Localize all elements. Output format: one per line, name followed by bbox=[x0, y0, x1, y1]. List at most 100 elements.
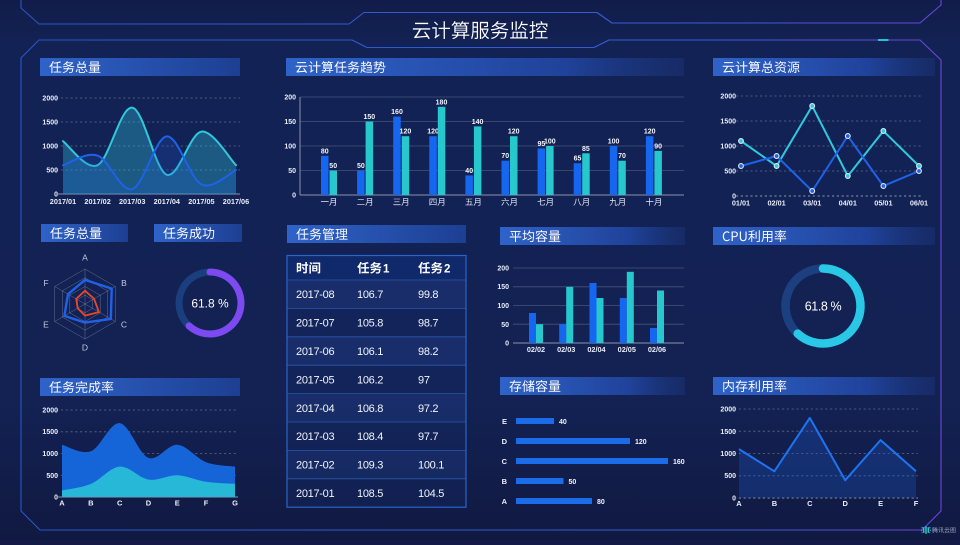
svg-text:02/01: 02/01 bbox=[767, 199, 785, 208]
svg-text:50: 50 bbox=[288, 168, 296, 175]
svg-text:104.5: 104.5 bbox=[418, 488, 444, 500]
svg-text:1500: 1500 bbox=[42, 429, 58, 436]
svg-text:0: 0 bbox=[54, 192, 58, 199]
svg-text:G: G bbox=[232, 499, 238, 508]
svg-text:150: 150 bbox=[284, 119, 296, 126]
svg-text:2017-07: 2017-07 bbox=[296, 318, 334, 330]
svg-text:98.7: 98.7 bbox=[418, 318, 438, 330]
svg-text:108.4: 108.4 bbox=[357, 431, 383, 443]
svg-text:05/01: 05/01 bbox=[874, 199, 892, 208]
svg-text:02/04: 02/04 bbox=[587, 345, 606, 354]
svg-text:85: 85 bbox=[582, 146, 590, 153]
svg-text:120: 120 bbox=[644, 129, 656, 136]
svg-text:2017-02: 2017-02 bbox=[296, 460, 334, 472]
svg-text:C: C bbox=[807, 499, 813, 508]
svg-text:120: 120 bbox=[400, 129, 412, 136]
svg-text:100.1: 100.1 bbox=[418, 460, 444, 472]
svg-text:F: F bbox=[914, 499, 919, 508]
svg-text:2000: 2000 bbox=[720, 407, 736, 414]
svg-text:50: 50 bbox=[569, 479, 577, 486]
svg-text:500: 500 bbox=[46, 473, 58, 480]
svg-text:106.1: 106.1 bbox=[357, 346, 383, 358]
svg-text:2000: 2000 bbox=[42, 96, 58, 103]
svg-text:D: D bbox=[842, 499, 848, 508]
svg-text:B: B bbox=[121, 278, 127, 288]
svg-text:02/05: 02/05 bbox=[618, 345, 636, 354]
svg-text:160: 160 bbox=[391, 109, 403, 116]
svg-text:2017/03: 2017/03 bbox=[119, 197, 145, 206]
svg-text:2017/06: 2017/06 bbox=[223, 197, 249, 206]
svg-text:80: 80 bbox=[597, 499, 605, 506]
svg-text:109.3: 109.3 bbox=[357, 460, 383, 472]
svg-text:C: C bbox=[121, 320, 127, 330]
svg-text:0: 0 bbox=[732, 194, 736, 201]
svg-text:40: 40 bbox=[559, 419, 567, 426]
svg-text:2017-08: 2017-08 bbox=[296, 289, 334, 301]
svg-text:97: 97 bbox=[418, 374, 430, 386]
svg-text:106.7: 106.7 bbox=[357, 289, 383, 301]
svg-text:150: 150 bbox=[363, 114, 375, 121]
svg-text:1000: 1000 bbox=[42, 451, 58, 458]
svg-text:C: C bbox=[117, 499, 123, 508]
svg-text:70: 70 bbox=[618, 153, 626, 160]
svg-text:03/01: 03/01 bbox=[803, 199, 821, 208]
svg-text:65: 65 bbox=[574, 156, 582, 163]
svg-text:0: 0 bbox=[292, 193, 296, 200]
svg-text:02/03: 02/03 bbox=[557, 345, 575, 354]
svg-text:1500: 1500 bbox=[720, 429, 736, 436]
svg-text:2017-01: 2017-01 bbox=[296, 488, 334, 500]
svg-text:04/01: 04/01 bbox=[839, 199, 857, 208]
svg-text:E: E bbox=[43, 320, 49, 330]
svg-text:01/01: 01/01 bbox=[732, 199, 750, 208]
svg-text:50: 50 bbox=[501, 322, 509, 329]
svg-text:A: A bbox=[736, 499, 742, 508]
svg-text:06/01: 06/01 bbox=[910, 199, 928, 208]
svg-text:2: 2 bbox=[444, 264, 450, 276]
svg-text:1000: 1000 bbox=[42, 144, 58, 151]
svg-text:2017/05: 2017/05 bbox=[188, 197, 214, 206]
svg-text:2000: 2000 bbox=[720, 94, 736, 101]
svg-text:02/02: 02/02 bbox=[527, 345, 545, 354]
svg-text:106.8: 106.8 bbox=[357, 403, 383, 415]
svg-text:150: 150 bbox=[497, 284, 509, 291]
svg-text:200: 200 bbox=[284, 95, 296, 102]
svg-text:97.7: 97.7 bbox=[418, 431, 438, 443]
svg-text:F: F bbox=[204, 499, 209, 508]
svg-text:D: D bbox=[502, 437, 508, 446]
svg-text:2017/02: 2017/02 bbox=[84, 197, 110, 206]
svg-text:100: 100 bbox=[497, 303, 509, 310]
svg-text:50: 50 bbox=[329, 163, 337, 170]
svg-text:95: 95 bbox=[538, 141, 546, 148]
svg-text:80: 80 bbox=[321, 148, 329, 155]
svg-text:2017-05: 2017-05 bbox=[296, 374, 334, 386]
svg-text:100: 100 bbox=[608, 139, 620, 146]
svg-text:99.8: 99.8 bbox=[418, 289, 438, 301]
svg-text:0: 0 bbox=[505, 341, 509, 348]
svg-text:100: 100 bbox=[544, 139, 556, 146]
svg-text:70: 70 bbox=[501, 153, 509, 160]
svg-text:140: 140 bbox=[472, 119, 484, 126]
svg-text:200: 200 bbox=[497, 266, 509, 273]
svg-text:120: 120 bbox=[508, 129, 520, 136]
svg-text:C: C bbox=[502, 457, 508, 466]
svg-text:105.8: 105.8 bbox=[357, 318, 383, 330]
svg-text:B: B bbox=[502, 477, 508, 486]
svg-text:B: B bbox=[88, 499, 94, 508]
svg-text:180: 180 bbox=[436, 99, 448, 106]
svg-text:E: E bbox=[502, 417, 507, 426]
svg-text:2017-03: 2017-03 bbox=[296, 431, 334, 443]
svg-text:2017-06: 2017-06 bbox=[296, 346, 334, 358]
svg-text:0: 0 bbox=[732, 496, 736, 503]
svg-text:F: F bbox=[43, 278, 48, 288]
svg-text:0: 0 bbox=[54, 495, 58, 502]
svg-text:E: E bbox=[878, 499, 883, 508]
svg-text:40: 40 bbox=[465, 168, 473, 175]
svg-text:1000: 1000 bbox=[720, 144, 736, 151]
svg-text:120: 120 bbox=[635, 439, 647, 446]
svg-text:50: 50 bbox=[357, 163, 365, 170]
svg-text:2017/04: 2017/04 bbox=[154, 197, 181, 206]
svg-text:D: D bbox=[82, 343, 88, 353]
svg-text:61.8 %: 61.8 % bbox=[805, 300, 842, 314]
svg-text:500: 500 bbox=[724, 473, 736, 480]
svg-text:A: A bbox=[82, 253, 88, 263]
